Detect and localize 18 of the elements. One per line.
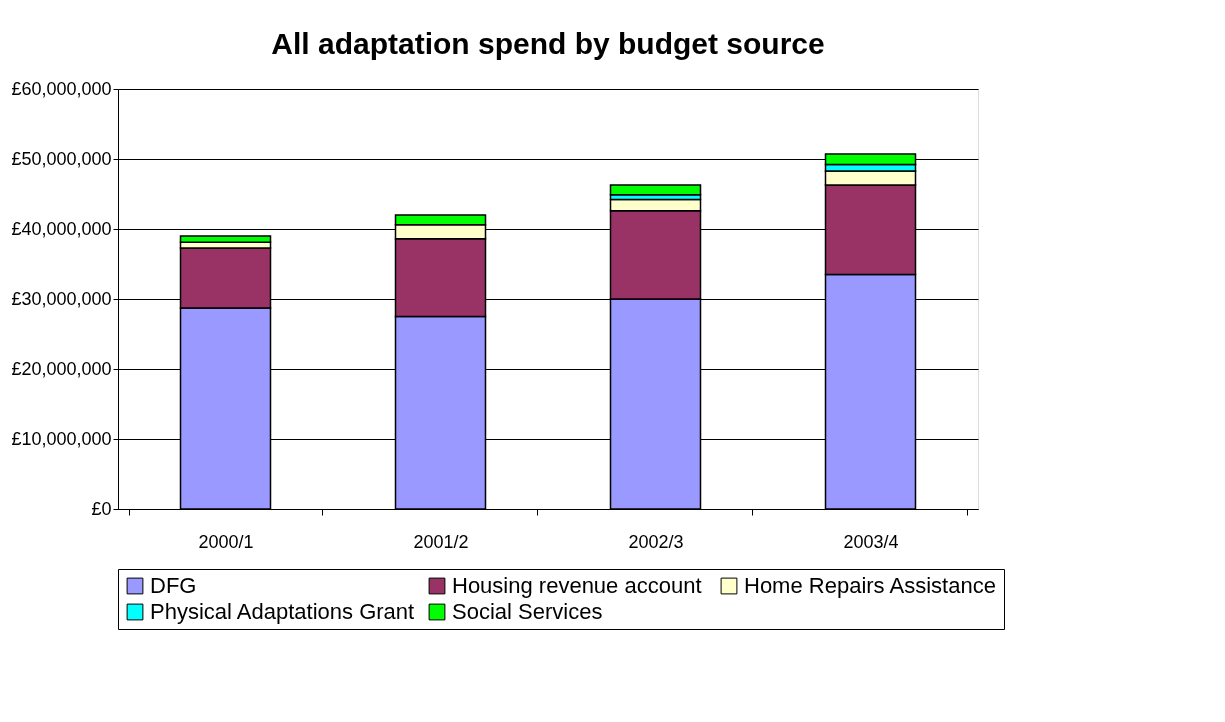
legend-label: Social Services: [452, 599, 603, 624]
legend-label: Home Repairs Assistance: [744, 573, 996, 598]
y-tick-label: £40,000,000: [11, 218, 112, 239]
legend-label: Physical Adaptations Grant: [150, 599, 415, 624]
chart-title: All adaptation spend by budget source: [271, 27, 825, 60]
x-tick-label: 2001/2: [413, 531, 469, 552]
y-tick-label: £60,000,000: [11, 78, 112, 99]
x-tick-label: 2002/3: [628, 531, 684, 552]
y-tick-label: £10,000,000: [11, 428, 112, 449]
bar: [609, 184, 702, 196]
x-tick-label: 2003/4: [843, 531, 899, 552]
y-tick-label: £0: [91, 498, 112, 519]
legend-label: DFG: [150, 573, 197, 598]
y-tick-label: £50,000,000: [11, 148, 112, 169]
y-tick-label: £30,000,000: [11, 288, 112, 309]
y-tick-label: £20,000,000: [11, 358, 112, 379]
legend-label: Housing revenue account: [452, 573, 702, 598]
x-tick-label: 2000/1: [198, 531, 254, 552]
